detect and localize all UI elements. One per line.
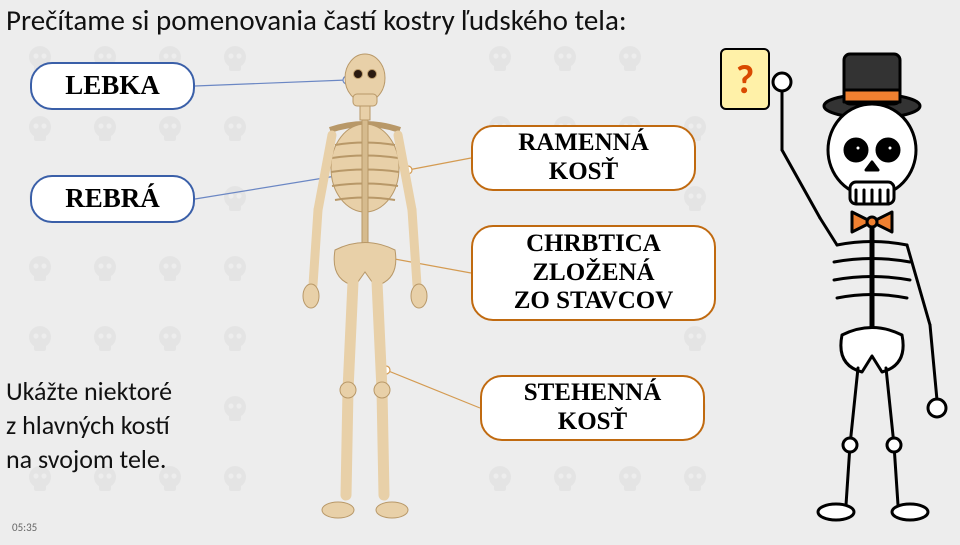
label-lebka: LEBKA	[30, 62, 195, 110]
label-ramenna-l2: KOSŤ	[549, 158, 618, 187]
instruction-l3: na svojom tele.	[6, 443, 172, 477]
label-ramenna: RAMENNÁ KOSŤ	[471, 125, 696, 191]
label-stehenna: STEHENNÁ KOSŤ	[480, 375, 705, 441]
label-stehenna-l1: STEHENNÁ	[524, 379, 662, 408]
page-title: Prečítame si pomenovania častí kostry ľu…	[6, 2, 627, 38]
timestamp: 05:35	[12, 521, 37, 534]
question-card: ?	[720, 48, 770, 110]
label-stehenna-l2: KOSŤ	[558, 408, 627, 437]
instruction-l1: Ukážte niektoré	[6, 375, 172, 409]
label-chrbtica-l1: CHRBTICA	[526, 230, 661, 259]
instruction-text: Ukážte niektoré z hlavných kostí na svoj…	[6, 375, 172, 476]
label-ramenna-l1: RAMENNÁ	[518, 129, 649, 158]
label-rebra-text: REBRÁ	[65, 183, 160, 214]
label-chrbtica: CHRBTICA ZLOŽENÁ ZO STAVCOV	[471, 225, 716, 321]
label-rebra: REBRÁ	[30, 175, 195, 223]
anatomical-skeleton	[280, 50, 450, 525]
label-chrbtica-l3: ZO STAVCOV	[514, 287, 674, 316]
instruction-l2: z hlavných kostí	[6, 409, 172, 443]
label-lebka-text: LEBKA	[65, 70, 160, 101]
cartoon-skeleton	[742, 50, 952, 525]
label-chrbtica-l2: ZLOŽENÁ	[532, 259, 654, 288]
